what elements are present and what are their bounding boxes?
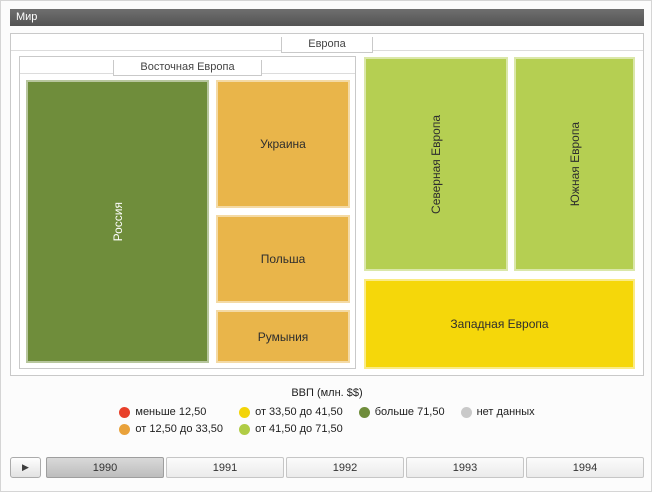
tile-ukraine[interactable]: Украина <box>216 80 350 208</box>
tile-western-europe-label: Западная Европа <box>450 317 549 331</box>
tile-western-europe[interactable]: Западная Европа <box>364 279 635 369</box>
legend-dot-yellow-green <box>239 423 251 435</box>
tile-romania[interactable]: Румыния <box>216 310 350 363</box>
legend-item-label: от 41,50 до 71,50 <box>255 423 343 435</box>
timeline: ▶ 1990 1991 1992 1993 1994 <box>1 457 651 478</box>
breadcrumb-world-bar[interactable]: Мир <box>10 9 644 26</box>
legend-grid: меньше 12,50 от 33,50 до 41,50 больше 71… <box>119 406 535 435</box>
breadcrumb-world-label: Мир <box>16 11 38 23</box>
group-europe: Европа Восточная Европа Россия Украина П… <box>10 33 644 376</box>
tile-russia[interactable]: Россия <box>26 80 209 363</box>
legend-dot-red <box>119 406 131 418</box>
tile-ukraine-label: Украина <box>260 137 306 151</box>
year-button-1990[interactable]: 1990 <box>46 457 164 478</box>
legend-dot-gray <box>460 406 472 418</box>
tile-poland-label: Польша <box>260 252 306 266</box>
year-button-1994[interactable]: 1994 <box>526 457 644 478</box>
legend-item: от 12,50 до 33,50 <box>119 423 223 435</box>
play-button[interactable]: ▶ <box>10 457 41 478</box>
tile-romania-label: Румыния <box>257 329 309 344</box>
tile-russia-label: Россия <box>110 201 125 242</box>
year-button-1992[interactable]: 1992 <box>286 457 404 478</box>
group-eastern-europe-header: Восточная Европа <box>20 57 355 76</box>
legend-dot-yellow <box>239 406 251 418</box>
tile-southern-europe-label: Южная Европа <box>567 121 582 207</box>
legend-item-label: от 33,50 до 41,50 <box>255 406 343 418</box>
treemap-panel: Европа Восточная Европа Россия Украина П… <box>10 33 644 376</box>
legend-item-label: больше 71,50 <box>374 406 445 418</box>
legend-item: от 33,50 до 41,50 <box>239 406 343 418</box>
legend-dot-dark-green <box>358 406 370 418</box>
legend-item: нет данных <box>460 406 535 418</box>
play-icon: ▶ <box>22 462 29 472</box>
legend-item-label: меньше 12,50 <box>135 406 207 418</box>
group-europe-label[interactable]: Европа <box>281 37 373 53</box>
tile-northern-europe[interactable]: Северная Европа <box>364 57 508 271</box>
year-button-1993[interactable]: 1993 <box>406 457 524 478</box>
tile-poland[interactable]: Польша <box>216 215 350 303</box>
year-selector: 1990 1991 1992 1993 1994 <box>46 457 644 478</box>
legend-item-label: нет данных <box>476 406 535 418</box>
legend-item: от 41,50 до 71,50 <box>239 423 343 435</box>
tile-southern-europe[interactable]: Южная Европа <box>514 57 635 271</box>
tile-northern-europe-label: Северная Европа <box>429 114 443 214</box>
legend-item-label: от 12,50 до 33,50 <box>135 423 224 435</box>
legend: ВВП (млн. $$) меньше 12,50 от 33,50 до 4… <box>1 387 651 435</box>
year-button-1991[interactable]: 1991 <box>166 457 284 478</box>
group-europe-header: Европа <box>11 34 643 53</box>
legend-dot-orange <box>119 423 131 435</box>
group-eastern-europe: Восточная Европа Россия Украина Польша Р… <box>19 56 356 369</box>
group-eastern-europe-label[interactable]: Восточная Европа <box>113 60 262 76</box>
legend-item: меньше 12,50 <box>119 406 206 418</box>
legend-title: ВВП (млн. $$) <box>291 387 363 399</box>
legend-item: больше 71,50 <box>358 406 445 418</box>
